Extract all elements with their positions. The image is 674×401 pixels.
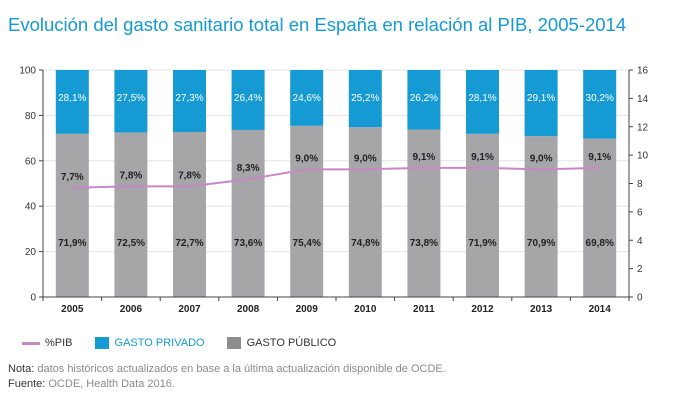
x-axis-label: 2007 [178,304,201,315]
data-label-gasto-publico: 71,9% [58,238,86,249]
bar-gasto-publico [583,138,617,297]
data-label-gasto-publico: 74,8% [351,238,379,249]
data-label-gasto-publico: 72,5% [117,238,145,249]
bars-layer [55,70,617,297]
bar-gasto-privado [348,70,382,128]
x-axis-label: 2011 [413,304,435,315]
bar-gasto-publico [173,131,206,297]
legend-item-pib: %PIB [22,337,73,349]
bar-gasto-privado [173,70,206,132]
legend-privado-swatch [94,337,109,349]
data-label-gasto-publico: 72,7% [175,238,203,249]
left-axis-tick-label: 80 [25,111,37,122]
x-axis-label: 2010 [354,304,377,315]
data-label-gasto-privado: 27,3% [175,93,203,104]
right-axis-tick-label: 10 [637,151,649,162]
bar-gasto-publico [348,127,382,297]
legend-pib-label: %PIB [45,337,73,349]
right-axis-tick-label: 16 [637,66,649,77]
note-line: Nota: datos históricos actualizados en b… [8,362,446,377]
left-axis-tick-label: 0 [30,293,36,304]
data-label-gasto-privado: 25,2% [351,93,379,104]
right-axis-tick-label: 2 [637,264,643,275]
bar-gasto-privado [231,70,265,130]
bar-gasto-privado [524,70,558,137]
left-axis-tick-label: 20 [25,247,37,258]
x-axis-label: 2012 [471,304,494,315]
bar-gasto-privado [290,70,324,126]
data-label-gasto-privado: 26,4% [234,93,262,104]
data-label-pib: 9,0% [354,153,377,164]
data-label-gasto-publico: 73,6% [234,238,262,249]
bar-gasto-publico [290,125,324,297]
data-label-pib: 8,3% [237,163,260,174]
data-label-gasto-privado: 26,2% [410,93,438,104]
data-label-pib: 7,7% [61,172,84,183]
x-axis-label: 2013 [530,304,553,315]
data-label-gasto-privado: 28,1% [58,93,86,104]
source-line: Fuente: OCDE, Health Data 2016. [8,377,446,392]
bar-gasto-publico [231,129,265,297]
data-label-gasto-privado: 29,1% [527,93,555,104]
data-label-gasto-publico: 75,4% [293,238,321,249]
left-axis-tick-label: 60 [25,156,37,167]
axes-layer: 0 20 40 60 80 100 0 2 4 6 8 10 12 14 16 2005 2006 2007 200… [19,66,648,316]
right-axis-tick-label: 8 [637,179,643,190]
data-label-pib: 9,1% [413,152,436,163]
labels-layer: 28,1% 71,9% 27,5% 72,5% 27,3% 72,7% 26,4% 73,6%… [58,93,614,249]
legend: %PIB GASTO PRIVADO GASTO PÚBLICO [22,334,358,352]
data-label-gasto-privado: 27,5% [117,93,145,104]
left-axis-tick-label: 100 [19,66,36,77]
data-label-gasto-publico: 70,9% [527,238,555,249]
legend-privado-label: GASTO PRIVADO [114,337,205,349]
data-label-gasto-privado: 28,1% [468,93,496,104]
bar-gasto-privado [583,70,617,139]
right-axis-tick-label: 12 [637,122,649,133]
right-axis-tick-label: 14 [637,94,649,105]
bar-gasto-privado [114,70,148,133]
right-axis-tick-label: 6 [637,207,643,218]
bar-gasto-publico [407,129,441,297]
left-axis-tick-label: 40 [25,202,37,213]
data-label-gasto-publico: 71,9% [468,238,496,249]
pib-line-layer [72,166,600,189]
legend-item-gasto-privado: GASTO PRIVADO [94,337,205,349]
data-label-pib: 9,0% [295,153,318,164]
x-axis-label: 2005 [61,304,84,315]
chart-notes: Nota: datos históricos actualizados en b… [8,362,446,392]
legend-publico-swatch [226,337,241,349]
bar-gasto-publico [466,133,499,297]
x-axis-label: 2006 [120,304,143,315]
note-key: Nota: [8,363,35,375]
legend-publico-label: GASTO PÚBLICO [246,337,337,349]
source-key: Fuente: [8,378,46,390]
bar-gasto-privado [466,70,499,134]
x-axis-label: 2008 [237,304,260,315]
bar-gasto-privado [55,70,89,134]
data-label-pib: 9,0% [530,153,553,164]
note-text: datos históricos actualizados en base a … [34,363,446,375]
data-label-gasto-privado: 24,6% [293,93,321,104]
pib-line [72,166,600,189]
data-label-gasto-privado: 30,2% [586,93,614,104]
data-label-gasto-publico: 69,8% [586,238,614,249]
chart-title: Evolución del gasto sanitario total en E… [8,14,627,35]
bar-gasto-publico [114,132,148,297]
right-axis-tick-label: 0 [637,293,643,304]
right-axis-tick-label: 4 [637,236,643,247]
x-axis-label: 2009 [296,304,319,315]
bar-gasto-privado [407,70,441,130]
data-label-gasto-publico: 73,8% [410,238,438,249]
bar-gasto-publico [55,133,89,297]
data-label-pib: 7,8% [120,170,143,181]
x-axis-label: 2014 [589,304,612,315]
bar-gasto-publico [524,136,558,297]
data-label-pib: 9,1% [588,152,611,163]
data-label-pib: 7,8% [178,170,201,181]
legend-pib-swatch [22,341,40,345]
data-label-pib: 9,1% [471,152,494,163]
source-text: OCDE, Health Data 2016. [45,378,175,390]
legend-item-gasto-publico: GASTO PÚBLICO [226,337,337,349]
